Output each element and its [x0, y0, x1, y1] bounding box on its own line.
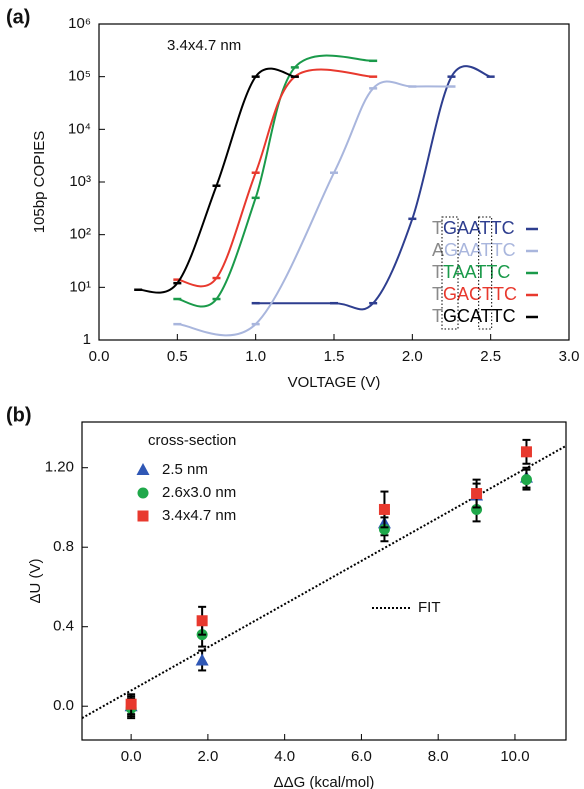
- fit-legend-label: FIT: [418, 599, 441, 616]
- x-tick-label: 3.0: [559, 348, 580, 365]
- fit-curve: [177, 54, 374, 308]
- panel-label: (a): [6, 6, 30, 28]
- x-tick-label: 0.5: [167, 348, 188, 365]
- x-tick-label: 2.0: [197, 748, 218, 765]
- legend-prefix: T: [432, 262, 443, 282]
- legend-label: TGAATTC: [432, 218, 515, 238]
- legend-prefix: A: [432, 240, 444, 260]
- legend-label: 2.6x3.0 nm: [162, 484, 236, 501]
- marker: [195, 653, 209, 666]
- legend-prefix: T: [432, 284, 443, 304]
- legend-prefix: T: [432, 218, 443, 238]
- y-tick-label: 10⁴: [68, 120, 91, 137]
- y-tick-label: 0.4: [53, 618, 74, 635]
- y-tick-label: 10¹: [69, 278, 91, 295]
- marker: [520, 474, 532, 486]
- legend-label: TTAATTC: [432, 262, 510, 282]
- y-axis-label: 105bp COPIES: [31, 131, 48, 234]
- y-tick-label: 1.20: [45, 459, 74, 476]
- x-axis-label: VOLTAGE (V): [288, 374, 381, 391]
- legend-marker: [137, 487, 149, 499]
- y-tick-label: 10⁵: [68, 68, 91, 85]
- x-tick-label: 2.0: [402, 348, 423, 365]
- legend-prefix: T: [432, 306, 443, 326]
- x-tick-label: 0.0: [121, 748, 142, 765]
- legend-seq: TAATTC: [443, 262, 510, 282]
- x-tick-label: 1.0: [245, 348, 266, 365]
- x-tick-label: 0.0: [89, 348, 110, 365]
- y-tick-label: 0.8: [53, 538, 74, 555]
- panel-label: (b): [6, 404, 32, 426]
- legend-label: AGAATTC: [432, 240, 516, 260]
- y-tick-label: 0.0: [53, 697, 74, 714]
- plot-frame: [81, 421, 567, 741]
- marker: [196, 615, 208, 627]
- marker: [378, 503, 390, 515]
- legend-seq: GCATTC: [443, 306, 516, 326]
- legend-title: cross-section: [148, 432, 236, 449]
- fit-curve: [177, 68, 374, 288]
- x-tick-label: 6.0: [351, 748, 372, 765]
- legend-marker: [137, 510, 149, 522]
- y-tick-label: 1: [83, 331, 91, 348]
- y-axis-label: ΔU (V): [27, 558, 44, 603]
- y-tick-label: 10²: [69, 226, 91, 243]
- x-tick-label: 4.0: [274, 748, 295, 765]
- fit-curve: [138, 67, 296, 294]
- marker: [125, 698, 137, 710]
- marker: [520, 446, 532, 458]
- x-tick-label: 8.0: [428, 748, 449, 765]
- legend-seq: GACTTC: [443, 284, 517, 304]
- legend-marker: [136, 463, 150, 475]
- legend-label: 3.4x4.7 nm: [162, 507, 236, 524]
- y-tick-label: 10⁶: [68, 15, 91, 32]
- y-tick-label: 10³: [69, 173, 91, 190]
- marker: [471, 488, 483, 500]
- legend-seq: GAATTC: [444, 240, 516, 260]
- x-axis-label: ΔΔG (kcal/mol): [274, 774, 375, 789]
- legend-label: TGCATTC: [432, 306, 516, 326]
- sequence-box: [441, 216, 459, 330]
- annotation: 3.4x4.7 nm: [167, 37, 241, 54]
- fit-line: [81, 444, 567, 720]
- legend-label: TGACTTC: [432, 284, 517, 304]
- legend-label: 2.5 nm: [162, 461, 208, 478]
- x-tick-label: 1.5: [324, 348, 345, 365]
- x-tick-label: 2.5: [480, 348, 501, 365]
- sequence-box: [478, 216, 493, 330]
- x-tick-label: 10.0: [500, 748, 529, 765]
